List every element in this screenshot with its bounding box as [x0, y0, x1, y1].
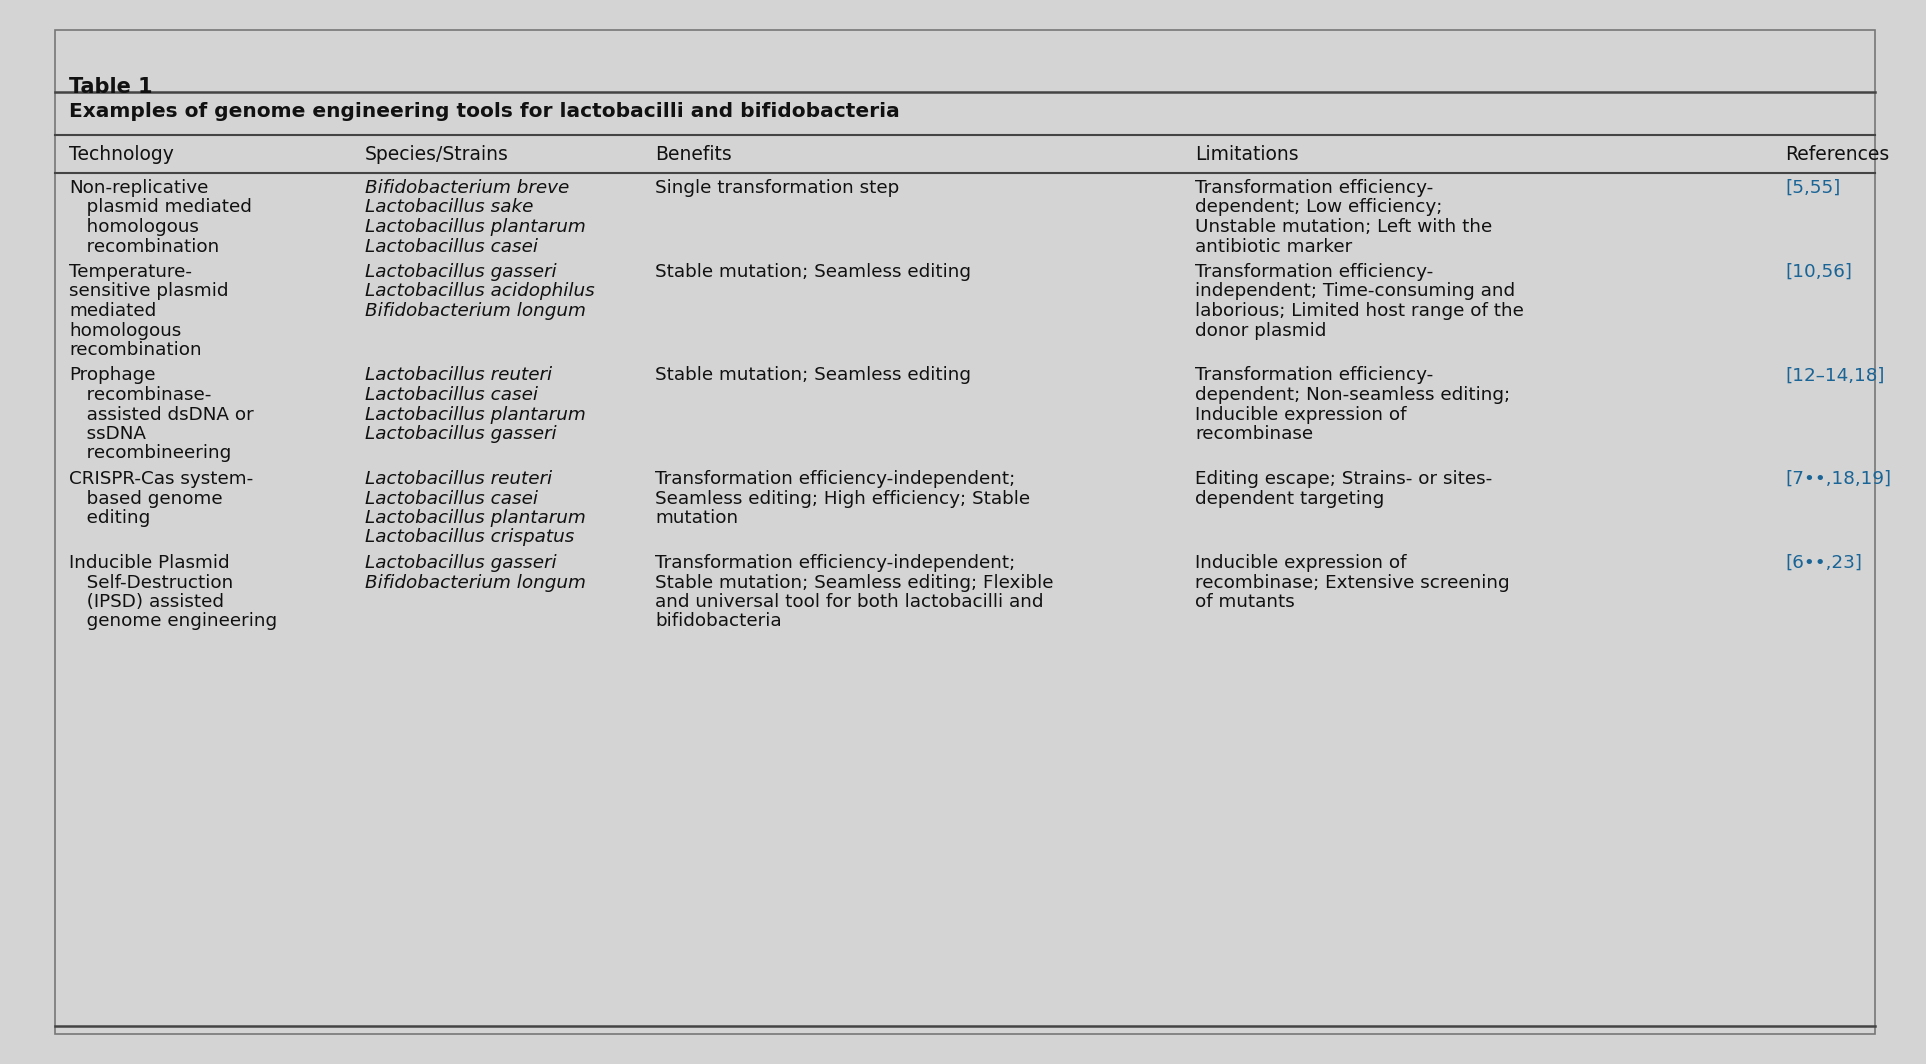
- Text: Self-Destruction: Self-Destruction: [69, 573, 233, 592]
- Text: Unstable mutation; Left with the: Unstable mutation; Left with the: [1194, 218, 1493, 236]
- Text: recombination: recombination: [69, 237, 220, 255]
- Text: antibiotic marker: antibiotic marker: [1194, 237, 1352, 255]
- Text: Bifidobacterium longum: Bifidobacterium longum: [366, 573, 586, 592]
- Text: Stable mutation; Seamless editing: Stable mutation; Seamless editing: [655, 263, 971, 281]
- Text: of mutants: of mutants: [1194, 593, 1294, 611]
- Text: Lactobacillus plantarum: Lactobacillus plantarum: [366, 405, 586, 423]
- Text: Bifidobacterium breve: Bifidobacterium breve: [366, 179, 570, 197]
- Text: Technology: Technology: [69, 145, 173, 164]
- Text: Editing escape; Strains- or sites-: Editing escape; Strains- or sites-: [1194, 470, 1493, 488]
- Text: Lactobacillus reuteri: Lactobacillus reuteri: [366, 470, 553, 488]
- Text: Species/Strains: Species/Strains: [366, 145, 508, 164]
- Text: Inducible expression of: Inducible expression of: [1194, 405, 1406, 423]
- Text: [12–14,18]: [12–14,18]: [1785, 366, 1884, 384]
- Text: References: References: [1785, 145, 1889, 164]
- Text: Lactobacillus gasseri: Lactobacillus gasseri: [366, 425, 557, 443]
- Text: homologous: homologous: [69, 218, 198, 236]
- Text: Bifidobacterium longum: Bifidobacterium longum: [366, 302, 586, 320]
- Text: Prophage: Prophage: [69, 366, 156, 384]
- Text: dependent; Non-seamless editing;: dependent; Non-seamless editing;: [1194, 386, 1510, 404]
- Text: mediated: mediated: [69, 302, 156, 320]
- Text: Limitations: Limitations: [1194, 145, 1298, 164]
- Text: Non-replicative: Non-replicative: [69, 179, 208, 197]
- Text: dependent; Low efficiency;: dependent; Low efficiency;: [1194, 199, 1443, 216]
- Text: [10,56]: [10,56]: [1785, 263, 1853, 281]
- Text: Transformation efficiency-: Transformation efficiency-: [1194, 366, 1433, 384]
- Text: Lactobacillus crispatus: Lactobacillus crispatus: [366, 529, 574, 547]
- Text: Examples of genome engineering tools for lactobacilli and bifidobacteria: Examples of genome engineering tools for…: [69, 102, 899, 121]
- Text: dependent targeting: dependent targeting: [1194, 489, 1385, 508]
- Text: Lactobacillus plantarum: Lactobacillus plantarum: [366, 218, 586, 236]
- Text: genome engineering: genome engineering: [69, 613, 277, 631]
- Text: [6••,23]: [6••,23]: [1785, 554, 1862, 572]
- Text: and universal tool for both lactobacilli and: and universal tool for both lactobacilli…: [655, 593, 1044, 611]
- Text: donor plasmid: donor plasmid: [1194, 321, 1327, 339]
- Text: [5,55]: [5,55]: [1785, 179, 1841, 197]
- Text: recombinase: recombinase: [1194, 425, 1314, 443]
- Text: recombinase; Extensive screening: recombinase; Extensive screening: [1194, 573, 1510, 592]
- Text: Single transformation step: Single transformation step: [655, 179, 899, 197]
- Text: Inducible Plasmid: Inducible Plasmid: [69, 554, 229, 572]
- Text: ssDNA: ssDNA: [69, 425, 146, 443]
- Text: mutation: mutation: [655, 509, 738, 527]
- Text: CRISPR-Cas system-: CRISPR-Cas system-: [69, 470, 252, 488]
- Text: based genome: based genome: [69, 489, 223, 508]
- Text: sensitive plasmid: sensitive plasmid: [69, 283, 229, 300]
- Text: recombination: recombination: [69, 340, 202, 359]
- Text: Transformation efficiency-: Transformation efficiency-: [1194, 179, 1433, 197]
- Text: [7••,18,19]: [7••,18,19]: [1785, 470, 1891, 488]
- Text: Transformation efficiency-independent;: Transformation efficiency-independent;: [655, 470, 1015, 488]
- Text: Lactobacillus acidophilus: Lactobacillus acidophilus: [366, 283, 595, 300]
- Text: Lactobacillus gasseri: Lactobacillus gasseri: [366, 263, 557, 281]
- Text: Temperature-: Temperature-: [69, 263, 193, 281]
- Text: recombineering: recombineering: [69, 445, 231, 463]
- Text: assisted dsDNA or: assisted dsDNA or: [69, 405, 254, 423]
- Text: Lactobacillus gasseri: Lactobacillus gasseri: [366, 554, 557, 572]
- Text: editing: editing: [69, 509, 150, 527]
- Text: (IPSD) assisted: (IPSD) assisted: [69, 593, 223, 611]
- Text: plasmid mediated: plasmid mediated: [69, 199, 252, 216]
- Text: Lactobacillus casei: Lactobacillus casei: [366, 386, 537, 404]
- Text: Seamless editing; High efficiency; Stable: Seamless editing; High efficiency; Stabl…: [655, 489, 1030, 508]
- Text: Lactobacillus reuteri: Lactobacillus reuteri: [366, 366, 553, 384]
- Text: recombinase-: recombinase-: [69, 386, 212, 404]
- Text: independent; Time-consuming and: independent; Time-consuming and: [1194, 283, 1516, 300]
- Text: Lactobacillus casei: Lactobacillus casei: [366, 237, 537, 255]
- Text: Stable mutation; Seamless editing; Flexible: Stable mutation; Seamless editing; Flexi…: [655, 573, 1054, 592]
- Text: Inducible expression of: Inducible expression of: [1194, 554, 1406, 572]
- Text: homologous: homologous: [69, 321, 181, 339]
- Text: Lactobacillus sake: Lactobacillus sake: [366, 199, 534, 216]
- Text: laborious; Limited host range of the: laborious; Limited host range of the: [1194, 302, 1523, 320]
- Text: bifidobacteria: bifidobacteria: [655, 613, 782, 631]
- Text: Stable mutation; Seamless editing: Stable mutation; Seamless editing: [655, 366, 971, 384]
- Text: Lactobacillus casei: Lactobacillus casei: [366, 489, 537, 508]
- Text: Benefits: Benefits: [655, 145, 732, 164]
- Text: Lactobacillus plantarum: Lactobacillus plantarum: [366, 509, 586, 527]
- Text: Transformation efficiency-independent;: Transformation efficiency-independent;: [655, 554, 1015, 572]
- Text: Table 1: Table 1: [69, 77, 152, 97]
- Text: Transformation efficiency-: Transformation efficiency-: [1194, 263, 1433, 281]
